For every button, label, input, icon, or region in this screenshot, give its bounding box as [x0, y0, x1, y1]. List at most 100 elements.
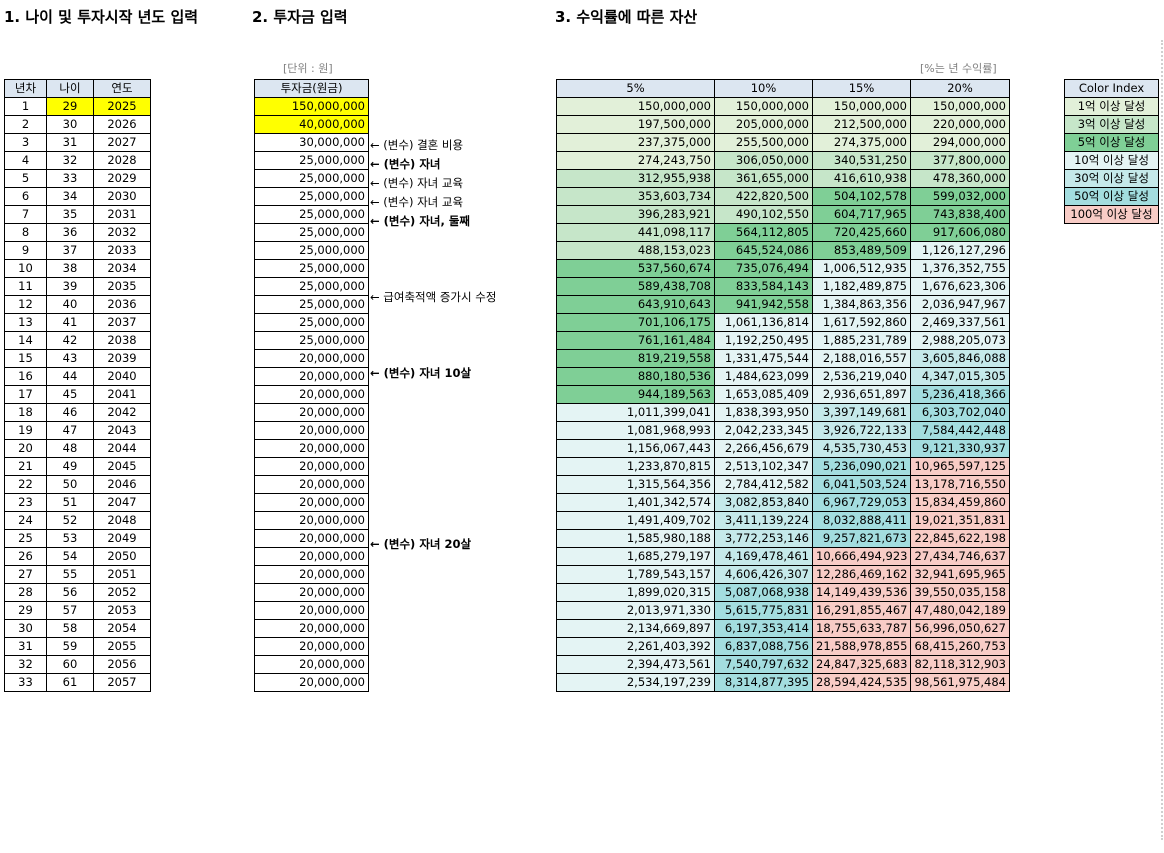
asset-cell: 2,534,197,239	[557, 674, 715, 692]
asset-cell: 488,153,023	[557, 242, 715, 260]
year-count-cell: 13	[5, 314, 47, 332]
table-row: 441,098,117 564,112,805 720,425,660 917,606…	[557, 224, 1010, 242]
asset-cell: 819,219,558	[557, 350, 715, 368]
asset-cell: 1,617,592,860	[813, 314, 911, 332]
asset-cell: 4,535,730,453	[813, 440, 911, 458]
year-count-cell: 12	[5, 296, 47, 314]
asset-cell: 3,397,149,681	[813, 404, 911, 422]
investment-cell: 25,000,000	[255, 188, 369, 206]
investment-cell: 20,000,000	[255, 458, 369, 476]
asset-cell: 2,936,651,897	[813, 386, 911, 404]
year-count-cell: 33	[5, 674, 47, 692]
table-row: 13 41 2037	[5, 314, 151, 332]
asset-cell: 2,266,456,679	[715, 440, 813, 458]
legend-row: 5억 이상 달성	[1065, 134, 1159, 152]
table-row: 20,000,000	[255, 620, 369, 638]
asset-cell: 2,134,669,897	[557, 620, 715, 638]
asset-cell: 294,000,000	[911, 134, 1010, 152]
year-cell: 2042	[94, 404, 151, 422]
table-row: 20,000,000	[255, 602, 369, 620]
asset-cell: 1,376,352,755	[911, 260, 1010, 278]
header-rate-15: 15%	[813, 80, 911, 98]
asset-cell: 1,006,512,935	[813, 260, 911, 278]
age-cell: 43	[47, 350, 94, 368]
table-row: 1,899,020,315 5,087,068,938 14,149,439,536…	[557, 584, 1010, 602]
investment-cell: 20,000,000	[255, 440, 369, 458]
asset-cell: 1,899,020,315	[557, 584, 715, 602]
age-cell: 41	[47, 314, 94, 332]
asset-cell: 22,845,622,198	[911, 530, 1010, 548]
asset-cell: 880,180,536	[557, 368, 715, 386]
age-cell: 52	[47, 512, 94, 530]
asset-cell: 377,800,000	[911, 152, 1010, 170]
year-cell: 2026	[94, 116, 151, 134]
table-row: 5 33 2029	[5, 170, 151, 188]
asset-cell: 98,561,975,484	[911, 674, 1010, 692]
asset-cell: 274,243,750	[557, 152, 715, 170]
investment-cell: 25,000,000	[255, 206, 369, 224]
year-cell: 2054	[94, 620, 151, 638]
year-count-cell: 15	[5, 350, 47, 368]
age-cell: 37	[47, 242, 94, 260]
table-row: 10 38 2034	[5, 260, 151, 278]
investment-cell[interactable]: 150,000,000	[255, 98, 369, 116]
table-row: 701,106,175 1,061,136,814 1,617,592,860 2,4…	[557, 314, 1010, 332]
year-count-cell: 16	[5, 368, 47, 386]
table-row: 2,261,403,392 6,837,088,756 21,588,978,855…	[557, 638, 1010, 656]
header-rate-5: 5%	[557, 80, 715, 98]
asset-cell: 3,772,253,146	[715, 530, 813, 548]
age-cell: 38	[47, 260, 94, 278]
age-cell: 33	[47, 170, 94, 188]
table-row: 25,000,000	[255, 170, 369, 188]
age-cell: 32	[47, 152, 94, 170]
table-row: 537,560,674 735,076,494 1,006,512,935 1,376…	[557, 260, 1010, 278]
asset-cell: 537,560,674	[557, 260, 715, 278]
asset-cell: 6,197,353,414	[715, 620, 813, 638]
asset-cell: 944,189,563	[557, 386, 715, 404]
asset-cell: 10,666,494,923	[813, 548, 911, 566]
table-row: 150,000,000 150,000,000 150,000,000 150,000…	[557, 98, 1010, 116]
asset-cell: 2,988,205,073	[911, 332, 1010, 350]
table-row: 25,000,000	[255, 278, 369, 296]
age-cell: 49	[47, 458, 94, 476]
asset-cell: 10,965,597,125	[911, 458, 1010, 476]
table-row: 20,000,000	[255, 494, 369, 512]
table-row: 20,000,000	[255, 368, 369, 386]
age-cell: 30	[47, 116, 94, 134]
asset-cell: 6,303,702,040	[911, 404, 1010, 422]
table-row: 8 36 2032	[5, 224, 151, 242]
table-row: 237,375,000 255,500,000 274,375,000 294,000…	[557, 134, 1010, 152]
asset-cell: 2,013,971,330	[557, 602, 715, 620]
table-row: 1,011,399,041 1,838,393,950 3,397,149,681 6…	[557, 404, 1010, 422]
investment-cell[interactable]: 40,000,000	[255, 116, 369, 134]
table-row: 20,000,000	[255, 548, 369, 566]
annotation-note: ← (변수) 자녀, 둘째	[370, 212, 470, 231]
asset-cell: 1,491,409,702	[557, 512, 715, 530]
asset-cell: 340,531,250	[813, 152, 911, 170]
table-row: 17 45 2041	[5, 386, 151, 404]
table-row: 3 31 2027	[5, 134, 151, 152]
asset-cell: 1,789,543,157	[557, 566, 715, 584]
asset-cell: 150,000,000	[813, 98, 911, 116]
table-row: 25,000,000	[255, 224, 369, 242]
assets-by-return-table: 5% 10% 15% 20% 150,000,000 150,000,000 150…	[556, 79, 1010, 692]
annotation-note: ← (변수) 자녀 20살	[370, 535, 471, 554]
age-year-table: 년차 나이 연도 1 29 2025 2 30 2026 3 31 2027 4 32 2028 5 33…	[4, 79, 151, 692]
age-cell: 51	[47, 494, 94, 512]
age-cell[interactable]: 29	[47, 98, 94, 116]
investment-cell: 25,000,000	[255, 242, 369, 260]
asset-cell: 274,375,000	[813, 134, 911, 152]
asset-cell: 743,838,400	[911, 206, 1010, 224]
asset-cell: 9,121,330,937	[911, 440, 1010, 458]
color-index-legend: Color Index 1억 이상 달성 3억 이상 달성 5억 이상 달성 10억 …	[1064, 79, 1159, 224]
year-count-cell: 11	[5, 278, 47, 296]
investment-cell: 20,000,000	[255, 638, 369, 656]
year-cell: 2048	[94, 512, 151, 530]
table-row: 20,000,000	[255, 404, 369, 422]
year-cell: 2052	[94, 584, 151, 602]
year-cell[interactable]: 2025	[94, 98, 151, 116]
year-cell: 2045	[94, 458, 151, 476]
year-cell: 2036	[94, 296, 151, 314]
annotation-note: ← (변수) 자녀 교육	[370, 174, 463, 193]
asset-cell: 24,847,325,683	[813, 656, 911, 674]
